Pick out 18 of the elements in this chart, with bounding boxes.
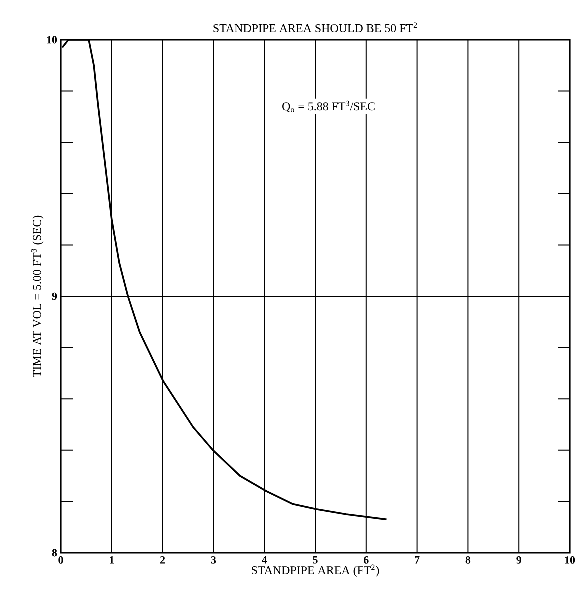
y-tick-label: 9: [52, 292, 58, 300]
x-tick-label: 1: [110, 556, 114, 564]
x-tick-label: 5: [313, 556, 318, 564]
x-tick-label: 6: [364, 556, 369, 564]
x-tick-label: 0: [58, 556, 64, 564]
x-tick-label: 7: [415, 556, 420, 564]
x-tick-label: 2: [160, 556, 166, 564]
x-tick-label: 3: [211, 556, 216, 564]
y-tick-label: 10: [47, 36, 58, 44]
x-tick-label: 9: [516, 556, 522, 564]
y-axis-title: TIME AT VOL = 5.00 FT$^{3}$ (SEC): [32, 216, 44, 378]
x-tick-label: 10: [565, 556, 576, 564]
y-tick-label: 8: [52, 549, 58, 557]
x-tick-label: 4: [262, 556, 268, 564]
chart-title: STANDPIPE AREA SHOULD BE 50 FT$^{2}$: [214, 22, 418, 32]
x-tick-label: 8: [466, 556, 471, 564]
annotation: Q$_{o}$ = 5.88 FT$^{3}$/SEC: [282, 100, 375, 112]
x-axis-title: STANDPIPE AREA (FT$^{2}$): [252, 564, 380, 577]
